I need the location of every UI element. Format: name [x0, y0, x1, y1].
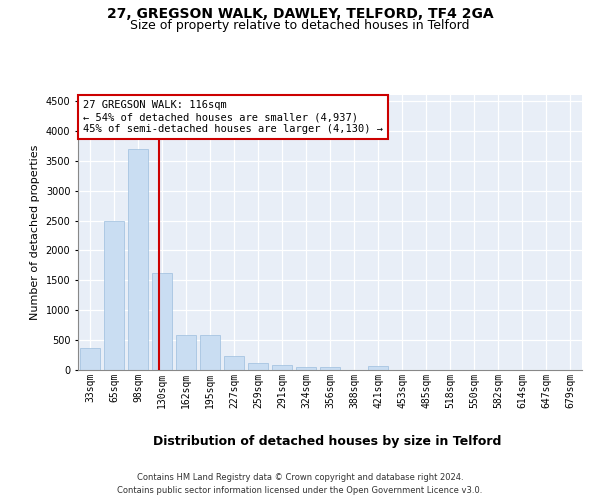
Text: Contains HM Land Registry data © Crown copyright and database right 2024.
Contai: Contains HM Land Registry data © Crown c… [118, 472, 482, 494]
Bar [128, 149, 148, 370]
Text: 27, GREGSON WALK, DAWLEY, TELFORD, TF4 2GA: 27, GREGSON WALK, DAWLEY, TELFORD, TF4 2… [107, 8, 493, 22]
Bar [80, 348, 100, 370]
Bar [320, 367, 340, 370]
Bar [152, 273, 172, 370]
Text: Size of property relative to detached houses in Telford: Size of property relative to detached ho… [130, 18, 470, 32]
Bar [200, 336, 220, 370]
Bar [248, 363, 268, 370]
Text: Distribution of detached houses by size in Telford: Distribution of detached houses by size … [153, 435, 501, 448]
Bar [368, 366, 388, 370]
Bar [224, 356, 244, 370]
Bar [176, 336, 196, 370]
Bar [296, 367, 316, 370]
Bar [272, 365, 292, 370]
Text: 27 GREGSON WALK: 116sqm
← 54% of detached houses are smaller (4,937)
45% of semi: 27 GREGSON WALK: 116sqm ← 54% of detache… [83, 100, 383, 134]
Bar [104, 220, 124, 370]
Y-axis label: Number of detached properties: Number of detached properties [30, 145, 40, 320]
